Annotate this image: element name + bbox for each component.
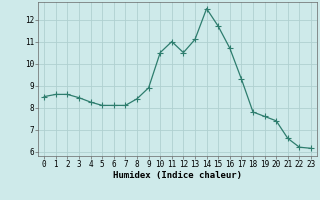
- X-axis label: Humidex (Indice chaleur): Humidex (Indice chaleur): [113, 171, 242, 180]
